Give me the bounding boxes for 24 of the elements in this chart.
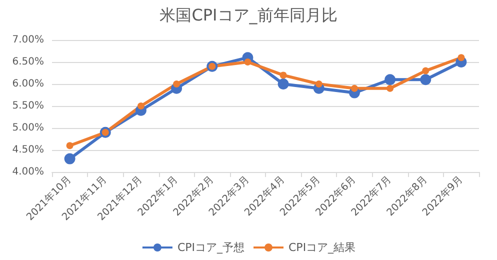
point [244, 58, 252, 66]
legend-label: CPIコア_予想 [177, 241, 245, 254]
y-tick-label: 5.50% [12, 100, 44, 112]
point [386, 84, 394, 92]
y-tick-label: 4.50% [12, 144, 44, 156]
y-tick-label: 6.50% [12, 56, 44, 68]
point [422, 67, 430, 74]
point [420, 74, 432, 86]
point [384, 74, 396, 86]
point [64, 153, 76, 164]
point [350, 84, 358, 92]
y-tick-label: 7.00% [12, 34, 44, 46]
point [66, 142, 74, 150]
point [137, 102, 144, 110]
point [173, 80, 180, 88]
y-tick-label: 6.00% [12, 78, 44, 90]
point [458, 54, 465, 62]
chart-title: 米国CPIコア_前年同月比 [160, 6, 338, 24]
y-tick-label: 4.00% [12, 166, 44, 178]
point [315, 80, 322, 88]
point [278, 78, 289, 90]
point [280, 72, 287, 79]
legend-label: CPIコア_結果 [288, 241, 356, 254]
y-tick-label: 5.00% [12, 122, 44, 134]
